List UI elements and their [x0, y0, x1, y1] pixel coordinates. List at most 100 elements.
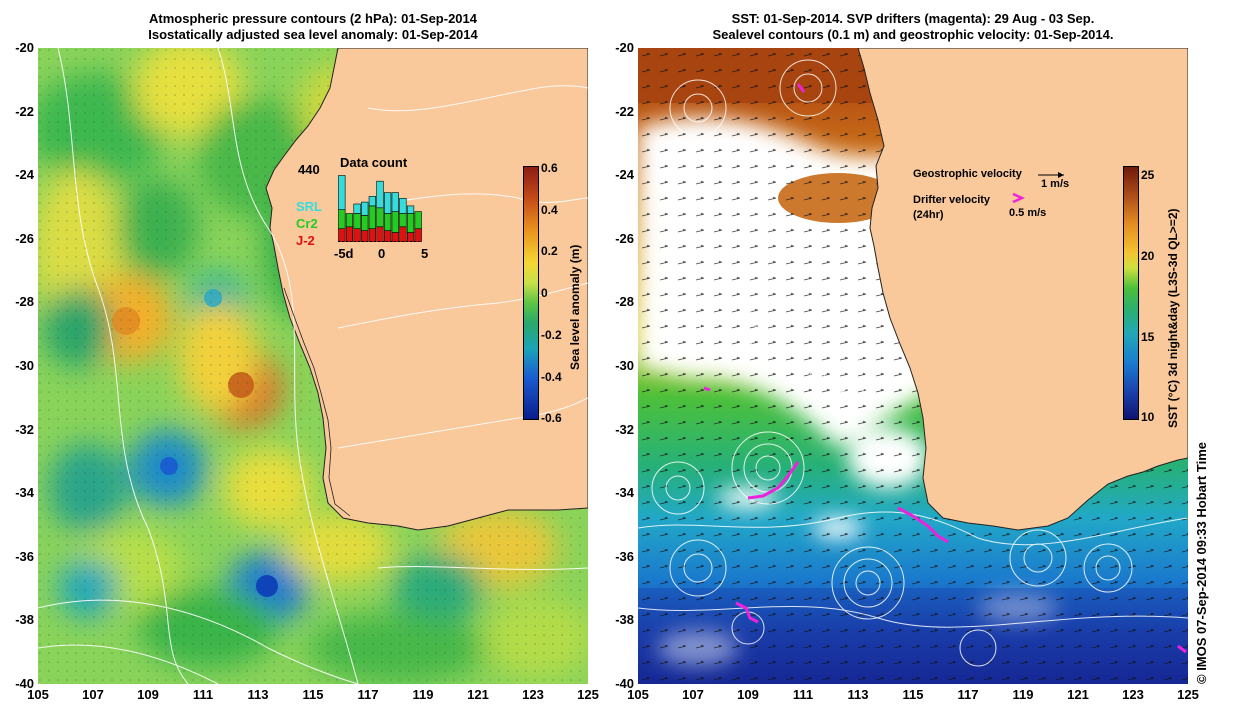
right-x-tick: 111 [792, 687, 814, 702]
left-y-tick: -32 [15, 421, 34, 437]
left-x-tick: 125 [577, 687, 599, 702]
histogram-bar-srl [361, 201, 369, 216]
right-title-line1: SST: 01-Sep-2014. SVP drifters (magenta)… [731, 11, 1095, 26]
right-x-tick: 123 [1122, 687, 1144, 702]
left-x-tick: 119 [412, 687, 434, 702]
left-x-tick: 115 [302, 687, 324, 702]
histogram-bar-j-2 [406, 232, 415, 242]
histogram-bar-cr2 [368, 205, 376, 230]
histogram-bar-srl [399, 197, 407, 214]
geo-velocity-scale: 1 m/s [1041, 178, 1070, 190]
right-x-tick: 105 [627, 687, 649, 702]
left-y-tick: -22 [15, 103, 34, 119]
histogram-bar-srl [368, 196, 376, 207]
sla-map-svg [38, 48, 588, 684]
histogram-bar-cr2 [406, 213, 415, 233]
histogram-bar-srl [338, 175, 346, 211]
left-y-tick: -28 [15, 294, 34, 310]
left-x-tick: 117 [357, 687, 379, 702]
right-title-line2: Sealevel contours (0.1 m) and geostrophi… [712, 27, 1114, 42]
sla-cb-tick: 0 [541, 286, 548, 300]
right-x-tick: 113 [847, 687, 869, 702]
left-x-tick: 111 [192, 687, 214, 702]
svp-drifter-tracks [703, 83, 1187, 654]
inset-legend-srl: SRL [296, 199, 322, 214]
left-x-tick: 123 [522, 687, 544, 702]
pressure-contours [38, 48, 588, 684]
histogram-bar-srl [353, 203, 361, 214]
right-x-tick: 119 [1012, 687, 1034, 702]
sst-map-svg [638, 48, 1188, 684]
right-y-tick: -28 [615, 294, 634, 310]
histogram-bar-cr2 [345, 213, 354, 228]
data-count-histogram [338, 175, 422, 242]
right-y-tick: -30 [615, 358, 634, 373]
left-y-tick: -20 [15, 40, 34, 55]
sst-colorbar [1123, 166, 1139, 420]
histogram-bar-cr2 [399, 213, 407, 228]
right-y-tick: -34 [615, 485, 634, 501]
australia-land-sst [857, 48, 1188, 531]
histogram-bar-j-2 [353, 228, 361, 242]
histogram-bar-cr2 [376, 207, 384, 228]
inset-xtick-2: 5 [421, 246, 429, 261]
histogram-bar-cr2 [353, 213, 361, 229]
sst-cb-tick: 15 [1141, 330, 1155, 344]
left-x-tick: 121 [467, 687, 489, 702]
histogram-bar-j-2 [338, 228, 346, 242]
right-y-tick: -24 [615, 167, 634, 183]
left-y-tick: -30 [15, 358, 34, 373]
histogram-bar-j-2 [414, 228, 422, 242]
sla-cb-tick: -0.4 [541, 370, 562, 384]
drifter-label-line2: (24hr) [913, 209, 944, 221]
left-y-tick: -26 [15, 230, 34, 246]
histogram-bar-cr2 [414, 211, 422, 229]
left-y-tick: -34 [15, 485, 34, 501]
drifter-scale: 0.5 m/s [1009, 207, 1047, 219]
left-x-tick: 113 [247, 687, 269, 702]
imos-credit: © IMOS 07-Sep-2014 09:33 Hobart Time [1194, 442, 1209, 684]
right-x-tick: 125 [1177, 687, 1199, 702]
histogram-bar-j-2 [368, 228, 376, 242]
inset-xtick-1: 0 [378, 246, 386, 261]
drifter-label-line1: Drifter velocity [913, 194, 991, 206]
histogram-bar-srl [406, 205, 415, 214]
histogram-bar-j-2 [384, 230, 392, 242]
right-y-tick: -36 [615, 548, 634, 564]
histogram-bar-srl [391, 192, 399, 212]
sla-cb-tick: 0.2 [541, 244, 558, 258]
left-x-tick: 109 [137, 687, 159, 702]
left-y-tick: -24 [15, 167, 34, 183]
sea-level-anomaly-map [38, 48, 588, 684]
australia-land [265, 48, 588, 531]
right-y-tick: -38 [615, 612, 634, 628]
sst-cb-tick: 20 [1141, 249, 1155, 263]
inset-legend-j2: J-2 [296, 233, 315, 248]
right-x-tick: 117 [957, 687, 979, 702]
right-x-tick: 115 [902, 687, 924, 702]
histogram-bar-cr2 [384, 213, 392, 231]
histogram-bar-j-2 [399, 226, 407, 242]
histogram-bar-cr2 [361, 215, 369, 231]
sla-colorbar-label: Sea level anomaly (m) [568, 244, 582, 370]
sst-colorbar-label: SST (°C) 3d night&day (L3S-3d QL>=2) [1166, 208, 1180, 429]
left-y-tick: -40 [15, 676, 34, 691]
right-x-tick: 109 [737, 687, 759, 702]
histogram-bar-j-2 [391, 232, 399, 242]
sst-cb-tick: 10 [1141, 410, 1155, 424]
sla-colorbar [523, 166, 539, 420]
right-y-tick: -26 [615, 230, 634, 246]
left-title-line1: Atmospheric pressure contours (2 hPa): 0… [149, 11, 477, 26]
sla-cb-tick: -0.2 [541, 328, 562, 342]
histogram-bar-j-2 [361, 230, 369, 242]
right-y-tick: -22 [615, 103, 634, 119]
geo-velocity-label: Geostrophic velocity [913, 168, 1022, 180]
histogram-bar-cr2 [391, 211, 399, 233]
right-x-tick: 107 [682, 687, 704, 702]
inset-xtick-0: -5d [334, 246, 354, 261]
left-y-tick: -38 [15, 612, 34, 628]
histogram-bar-j-2 [376, 226, 384, 242]
inset-legend-cr2: Cr2 [296, 216, 318, 231]
sst-cb-tick: 25 [1141, 168, 1155, 182]
sla-cb-tick: 0.4 [541, 203, 558, 217]
